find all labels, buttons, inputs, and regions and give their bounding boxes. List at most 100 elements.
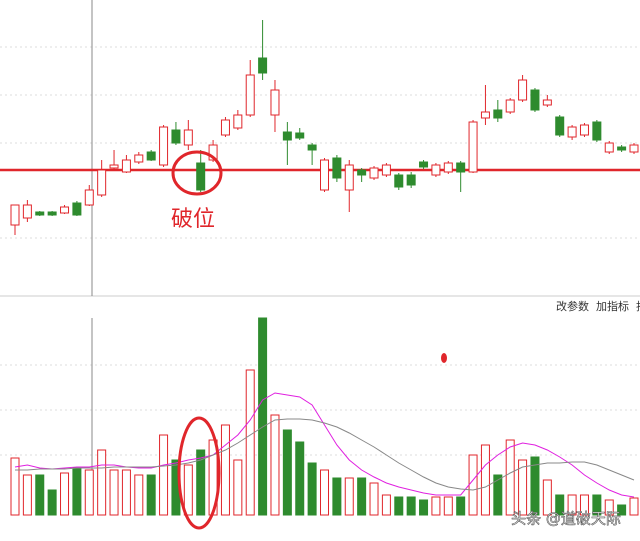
highlight-circle <box>177 416 221 530</box>
candle-body <box>629 144 639 153</box>
volume-bar <box>35 474 45 516</box>
toolbar-button[interactable]: 指 <box>636 299 640 313</box>
toolbar: 改参数 加指标 指 <box>556 299 640 313</box>
candle-body <box>233 114 243 129</box>
candle-body <box>72 202 82 216</box>
candle-body <box>97 169 107 196</box>
volume-bar <box>60 472 70 516</box>
volume-bar <box>320 469 329 516</box>
candle-body <box>159 126 169 166</box>
candle-body <box>357 169 367 176</box>
candle-body <box>196 162 206 191</box>
volume-bar <box>357 477 367 516</box>
candle-body <box>282 131 292 141</box>
volume-bar <box>270 414 280 516</box>
volume-bar <box>419 499 429 516</box>
volume-bar <box>579 494 589 516</box>
volume-bar <box>332 477 342 516</box>
candle-body <box>171 129 181 144</box>
volume-bar <box>134 474 144 516</box>
volume-bar <box>617 504 627 516</box>
candle-body <box>60 206 70 214</box>
candle-body <box>208 144 218 161</box>
candle-body <box>332 157 342 179</box>
candle-body <box>369 167 379 179</box>
candle-body <box>220 119 230 136</box>
candle-body <box>505 99 515 113</box>
candle-body <box>270 89 280 116</box>
candle-body <box>493 109 503 119</box>
volume-bar <box>10 457 20 516</box>
toolbar-button[interactable]: 加指标 <box>596 299 629 313</box>
candle-body <box>22 204 32 219</box>
candle-body <box>307 144 317 151</box>
volume-bar <box>159 434 169 516</box>
candle-body <box>555 116 565 136</box>
candle-body <box>431 164 441 176</box>
candle-body <box>121 159 131 173</box>
candle-body <box>245 74 255 116</box>
candle-body <box>456 162 466 173</box>
volume-bar <box>344 477 354 516</box>
moving-average-line <box>14 392 635 498</box>
volume-bar <box>196 449 206 516</box>
candle-body <box>443 162 453 173</box>
volume-bar <box>47 489 57 516</box>
volume-bar <box>493 474 503 516</box>
candle-body <box>134 154 144 163</box>
price-grid <box>0 46 640 456</box>
candle-body <box>480 111 490 119</box>
volume-bar <box>258 317 268 516</box>
volume-bar <box>406 496 416 516</box>
volume-bar <box>307 462 317 516</box>
candle-body <box>579 124 589 136</box>
volume-bar <box>629 497 639 516</box>
candle-body <box>617 146 627 151</box>
candle-body <box>542 99 552 106</box>
volume-bar <box>146 474 156 516</box>
volume-bar <box>480 444 490 516</box>
candle-body <box>146 151 156 161</box>
volume-bar <box>604 499 614 516</box>
volume-bar <box>369 482 379 516</box>
candle-body <box>567 126 577 138</box>
volume-bar <box>22 474 32 516</box>
volume-bar <box>592 494 602 516</box>
annotation: 破位 <box>171 207 215 232</box>
toolbar-button[interactable]: 改参数 <box>556 299 589 313</box>
candle-body <box>10 204 20 226</box>
volume-bar <box>443 496 453 516</box>
candle-body <box>258 57 268 74</box>
candle-body <box>109 164 119 169</box>
candle-body <box>518 79 528 101</box>
volume-bar <box>394 496 404 516</box>
volume-bar <box>72 467 82 516</box>
candle-body <box>183 129 193 146</box>
dot <box>441 353 447 363</box>
candle-body <box>35 211 45 216</box>
candle-body <box>381 164 391 176</box>
volume-bar <box>530 456 540 516</box>
volume-bar <box>245 369 255 516</box>
volume-bar <box>542 479 552 516</box>
volume-bar <box>518 459 528 516</box>
volume-bar <box>220 424 230 516</box>
marks <box>0 20 640 516</box>
candle-body <box>320 159 329 191</box>
volume-bar <box>431 496 441 516</box>
volume-bar <box>109 469 119 516</box>
volume-bar <box>381 494 391 516</box>
candle-body <box>295 132 305 139</box>
volume-bar <box>567 494 577 516</box>
volume-bar <box>121 469 131 516</box>
candle-body <box>84 189 94 206</box>
candle-body <box>394 174 404 188</box>
volume-bar <box>456 496 466 516</box>
volume-bar <box>295 441 305 516</box>
highlight-circle <box>171 150 223 196</box>
volume-bar <box>282 429 292 516</box>
candle-body <box>406 174 416 186</box>
volume-bar <box>97 449 107 516</box>
volume-bar <box>505 439 515 516</box>
